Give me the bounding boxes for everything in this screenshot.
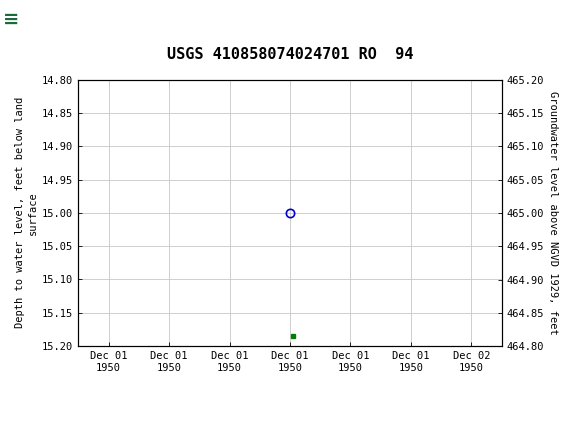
Text: USGS: USGS <box>26 10 81 28</box>
Y-axis label: Groundwater level above NGVD 1929, feet: Groundwater level above NGVD 1929, feet <box>548 91 558 335</box>
Text: USGS 410858074024701 RO  94: USGS 410858074024701 RO 94 <box>167 47 413 62</box>
FancyBboxPatch shape <box>3 3 72 36</box>
Y-axis label: Depth to water level, feet below land
surface: Depth to water level, feet below land su… <box>15 97 38 329</box>
Text: ≡: ≡ <box>3 10 19 29</box>
